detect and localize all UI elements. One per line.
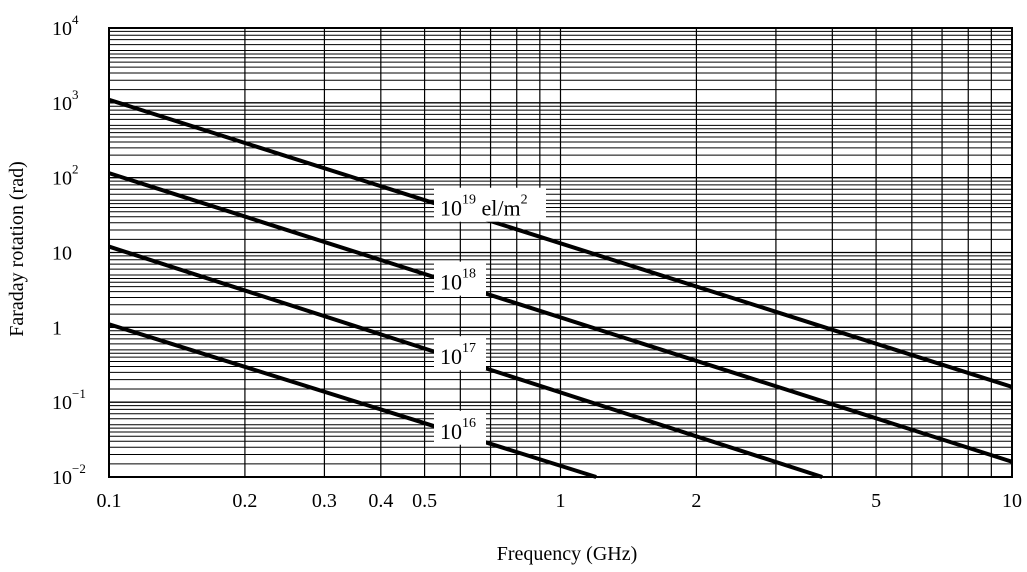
x-tick-label: 0.5 [412,490,437,512]
series-label: 1019 el/m2 [434,187,546,222]
x-tick-label: 0.1 [97,490,122,512]
series-labels: 1019 el/m2 1018 1017 1016 [434,187,546,445]
y-axis-label: Faraday rotation (rad) [6,161,28,336]
series-label-text: 1017 [440,341,476,369]
series-line [108,171,1013,464]
y-tick-label: 1 [52,317,62,339]
series-label-background [434,410,486,445]
y-tick-label: 104 [52,12,79,40]
series-label: 1018 [434,261,486,296]
series-label-text: 1018 [440,267,476,295]
series-label: 1016 [434,410,486,445]
x-tick-label: 0.2 [232,490,257,512]
x-tick-labels: 0.1 0.2 0.3 0.4 0.5 1 2 5 10 [97,490,1023,512]
series-line [108,97,1013,389]
y-tick-label: 102 [52,162,79,190]
y-tick-label: 10−1 [52,386,86,414]
y-tick-label: 10−2 [52,461,86,489]
x-tick-label: 0.3 [312,490,337,512]
x-tick-label: 0.4 [368,490,393,512]
series-line [108,322,597,479]
x-tick-label: 2 [691,490,701,512]
x-axis-label: Frequency (GHz) [497,543,638,565]
y-tick-label: 103 [52,87,79,115]
x-tick-label: 1 [556,490,566,512]
grid [108,28,1012,478]
series-label-background [434,261,486,296]
series-label-background [434,187,546,222]
series-label-background [434,336,486,371]
plot-frame [108,27,1013,478]
x-tick-label: 10 [1002,490,1022,512]
series-label-text: 1016 [440,416,476,444]
x-tick-label: 5 [871,490,881,512]
series-label-text: 1019 el/m2 [440,193,528,221]
y-tick-label: 10 [52,243,72,265]
series-label: 1017 [434,336,486,371]
